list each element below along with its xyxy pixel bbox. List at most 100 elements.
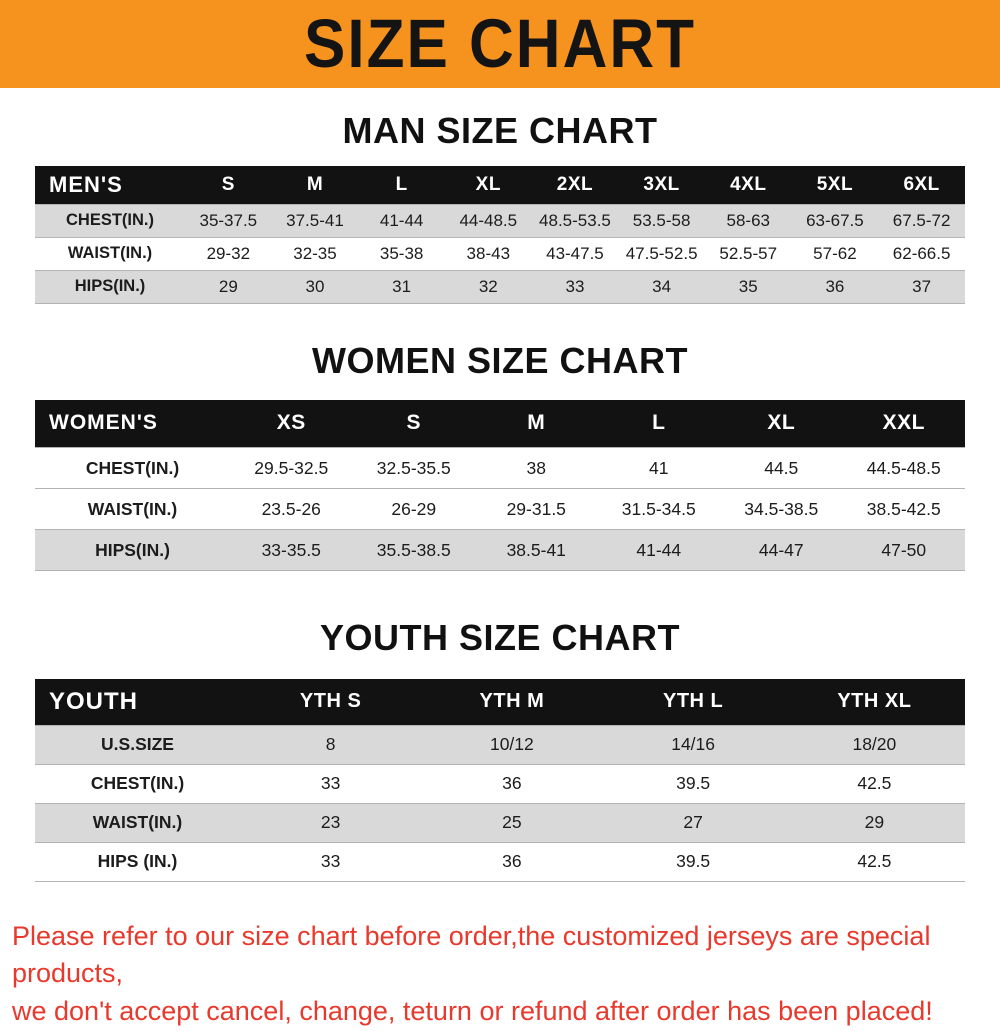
- measurement-value: 25: [502, 812, 522, 832]
- measurement-value: 29: [864, 812, 885, 832]
- size-column-header: S: [352, 399, 475, 448]
- size-column-header: YTH S: [240, 679, 422, 725]
- measurement-value: 38.5-41: [506, 539, 566, 560]
- measurement-value: 36: [502, 773, 522, 793]
- measurement-row: WAIST(IN.) 23.5-26 26-29 29-31.5 31.5-34.5 34…: [35, 488, 965, 530]
- measurement-value: 62-66.5: [892, 243, 951, 263]
- measurement-value: 39.5: [676, 773, 711, 793]
- measurement-value: 35-38: [379, 243, 424, 263]
- size-column-header: L: [597, 399, 720, 448]
- size-column-header: XXL: [842, 399, 965, 448]
- order-disclaimer: Please refer to our size chart before or…: [12, 918, 988, 1031]
- measurement-value: 37.5-41: [286, 210, 344, 230]
- measurement-value: 32-35: [293, 243, 337, 263]
- measurement-value: 43-47.5: [546, 243, 604, 263]
- measurement-value: 42.5: [857, 773, 892, 793]
- measurement-value: 18/20: [852, 734, 897, 754]
- size-column-header: YTH L: [602, 679, 784, 725]
- disclaimer-line-2: we don't accept cancel, change, teturn o…: [12, 996, 933, 1027]
- measurement-value: 41: [649, 457, 669, 478]
- measurement-label: WAIST(IN.): [92, 812, 183, 832]
- men-size-section: MAN SIZE CHART MEN'S S M L XL 2XL 3XL 4XL 5XL 6XL…: [0, 110, 1000, 304]
- measurement-row: U.S.SIZE 8 10/12 14/16 18/20: [35, 725, 965, 764]
- size-column-header: S: [185, 166, 272, 204]
- measurement-value: 39.5: [676, 851, 711, 871]
- size-column-header: M: [475, 399, 598, 448]
- measurement-value: 8: [325, 734, 336, 754]
- measurement-label: WAIST(IN.): [67, 244, 153, 262]
- size-column-header: XL: [444, 166, 532, 204]
- measurement-value: 38.5-42.5: [866, 498, 941, 519]
- measurement-value: 44.5-48.5: [866, 457, 941, 478]
- measurement-value: 33: [320, 773, 341, 793]
- measurement-value: 10/12: [489, 734, 534, 754]
- size-column-header: YTH M: [421, 679, 603, 725]
- measurement-label: HIPS(IN.): [95, 539, 170, 560]
- measurement-value: 48.5-53.5: [539, 210, 611, 230]
- measurement-row: HIPS(IN.) 33-35.5 35.5-38.5 38.5-41 41-44 44-…: [35, 529, 965, 571]
- measurement-label: CHEST(IN.): [85, 457, 180, 478]
- measurement-value: 29-32: [206, 243, 251, 263]
- measurement-row: WAIST(IN.) 23 25 27 29: [35, 803, 965, 842]
- measurement-value: 57-62: [813, 243, 857, 263]
- measurement-label: HIPS (IN.): [97, 851, 178, 871]
- youth-size-table: YOUTH YTH S YTH M YTH L YTH XL U.S.SIZE 8 10/1…: [35, 679, 965, 882]
- measurement-label: WAIST(IN.): [87, 498, 178, 519]
- youth-size-section: YOUTH SIZE CHART YOUTH YTH S YTH M YTH L YTH…: [0, 617, 1000, 882]
- measurement-value: 52.5-57: [719, 243, 778, 263]
- measurement-value: 47.5-52.5: [625, 243, 698, 263]
- measurement-label: CHEST(IN.): [66, 211, 154, 229]
- measurement-label: HIPS(IN.): [74, 277, 146, 295]
- measurement-value: 14/16: [671, 734, 716, 754]
- men-table-title-cell: MEN'S: [35, 166, 185, 204]
- measurement-value: 34.5-38.5: [744, 498, 819, 519]
- measurement-value: 33: [320, 851, 341, 871]
- measurement-value: 63-67.5: [806, 210, 864, 230]
- men-size-table: MEN'S S M L XL 2XL 3XL 4XL 5XL 6XL CHEST(IN.) 35-3…: [35, 166, 965, 304]
- measurement-value: 58-63: [726, 210, 770, 230]
- measurement-row: CHEST(IN.) 29.5-32.5 32.5-35.5 38 41 44.5 44.5…: [35, 447, 965, 489]
- size-column-header: M: [271, 166, 359, 204]
- measurement-value: 36: [825, 276, 845, 296]
- youth-section-heading: YOUTH SIZE CHART: [319, 617, 680, 658]
- measurement-value: 44.5: [764, 457, 799, 478]
- women-table-header-row: WOMEN'S XS S M L XL XXL: [35, 399, 965, 448]
- measurement-value: 29-31.5: [506, 498, 566, 519]
- measurement-value: 44-48.5: [459, 210, 518, 230]
- women-section-heading: WOMEN SIZE CHART: [312, 339, 688, 381]
- size-column-header: 5XL: [791, 166, 879, 204]
- measurement-value: 29.5-32.5: [254, 457, 329, 478]
- measurement-value: 33-35.5: [261, 539, 321, 560]
- measurement-label: CHEST(IN.): [90, 773, 185, 793]
- measurement-value: 41-44: [379, 210, 424, 230]
- measurement-row: CHEST(IN.) 33 36 39.5 42.5: [35, 764, 965, 803]
- measurement-value: 38: [526, 457, 546, 478]
- size-column-header: 2XL: [531, 166, 619, 204]
- measurement-row: HIPS(IN.) 29 30 31 32 33 34 35 36 37: [35, 270, 965, 303]
- measurement-value: 37: [912, 276, 932, 296]
- women-table-title-cell: WOMEN'S: [35, 399, 230, 448]
- measurement-value: 38-43: [466, 243, 511, 263]
- measurement-value: 67.5-72: [892, 210, 951, 230]
- measurement-value: 41-44: [636, 539, 682, 560]
- disclaimer-line-1: Please refer to our size chart before or…: [12, 920, 931, 989]
- measurement-value: 35: [738, 276, 758, 296]
- men-section-heading: MAN SIZE CHART: [342, 110, 658, 151]
- measurement-value: 53.5-58: [632, 210, 691, 230]
- measurement-value: 32.5-35.5: [376, 457, 451, 478]
- measurement-value: 26-29: [391, 498, 437, 519]
- measurement-value: 31.5-34.5: [621, 498, 696, 519]
- measurement-value: 32: [478, 276, 498, 296]
- measurement-value: 35-37.5: [199, 210, 258, 230]
- measurement-row: HIPS (IN.) 33 36 39.5 42.5: [35, 842, 965, 881]
- women-size-table: WOMEN'S XS S M L XL XXL CHEST(IN.) 29.5-32.5 32.…: [35, 399, 965, 572]
- measurement-value: 47-50: [881, 539, 927, 560]
- youth-table-title-cell: YOUTH: [35, 679, 240, 725]
- size-column-header: 6XL: [878, 166, 965, 204]
- size-column-header: L: [358, 166, 445, 204]
- youth-table-header-row: YOUTH YTH S YTH M YTH L YTH XL: [35, 679, 965, 725]
- measurement-value: 30: [305, 276, 325, 296]
- measurement-value: 34: [652, 276, 672, 296]
- measurement-value: 31: [392, 276, 412, 296]
- size-column-header: 4XL: [704, 166, 792, 204]
